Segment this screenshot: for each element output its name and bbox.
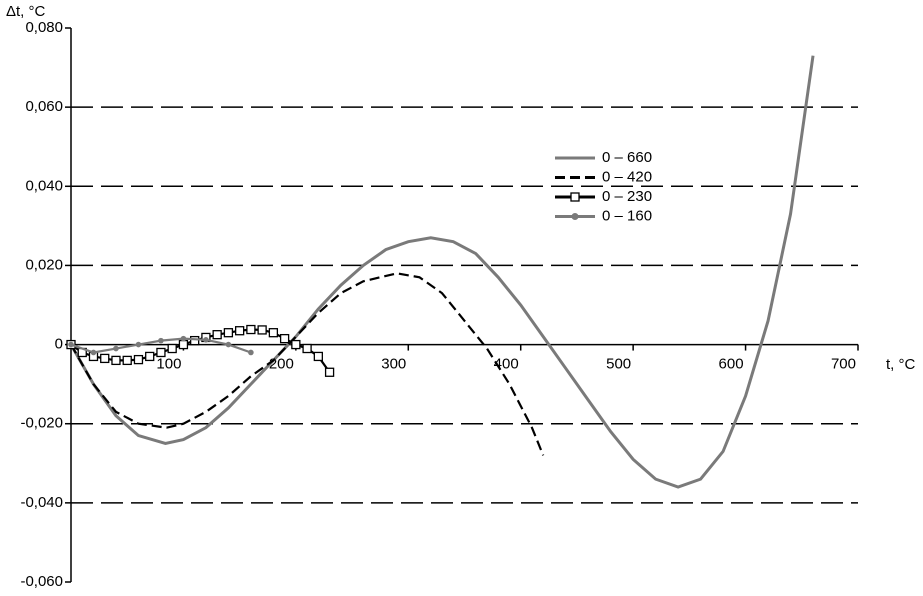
marker xyxy=(100,353,110,364)
marker xyxy=(190,335,200,346)
x-tick-label: 100 xyxy=(156,356,181,373)
marker xyxy=(180,335,187,342)
marker xyxy=(68,341,74,348)
y-tick-label: -0,040 xyxy=(20,494,63,511)
y-axis-label: Δt, °C xyxy=(6,3,46,20)
x-tick-label: 300 xyxy=(381,356,406,373)
y-tick-label: -0,020 xyxy=(20,415,63,432)
x-tick-label: 200 xyxy=(269,356,294,373)
marker xyxy=(313,351,323,362)
marker xyxy=(234,326,245,336)
y-tick-label: -0,060 xyxy=(20,573,63,590)
marker xyxy=(246,324,256,335)
marker xyxy=(111,355,121,366)
series-line xyxy=(69,55,815,489)
marker xyxy=(212,330,222,340)
series-line xyxy=(70,272,545,456)
marker xyxy=(113,345,119,352)
y-tick-label: 0,060 xyxy=(25,98,63,115)
x-tick-label: 700 xyxy=(831,356,856,373)
marker xyxy=(279,333,290,344)
marker xyxy=(158,337,164,344)
marker xyxy=(90,349,97,356)
legend-marker xyxy=(570,192,580,202)
marker xyxy=(324,367,335,377)
y-tick-label: 0,040 xyxy=(25,177,63,194)
legend-label: 0 – 660 xyxy=(602,149,652,166)
marker xyxy=(156,347,166,358)
marker xyxy=(135,341,142,348)
marker xyxy=(257,325,267,335)
marker xyxy=(178,339,189,350)
legend-label: 0 – 160 xyxy=(602,207,652,224)
marker xyxy=(268,328,279,338)
x-axis-label: t, °C xyxy=(886,356,916,373)
marker xyxy=(225,341,232,348)
legend-marker xyxy=(571,213,579,220)
marker xyxy=(122,355,132,366)
x-tick-label: 600 xyxy=(719,356,744,373)
marker xyxy=(145,351,155,362)
y-tick-label: 0,080 xyxy=(25,19,63,36)
x-tick-label: 500 xyxy=(606,356,631,373)
marker xyxy=(133,354,144,365)
legend-label: 0 – 230 xyxy=(602,188,652,205)
marker xyxy=(203,337,209,343)
marker xyxy=(167,343,177,354)
y-tick-label: 0,020 xyxy=(25,256,63,273)
marker xyxy=(302,343,312,354)
marker xyxy=(248,349,254,356)
y-tick-label: 0 xyxy=(55,336,63,353)
legend-label: 0 – 420 xyxy=(602,168,652,185)
marker xyxy=(291,339,301,350)
marker xyxy=(223,328,234,338)
